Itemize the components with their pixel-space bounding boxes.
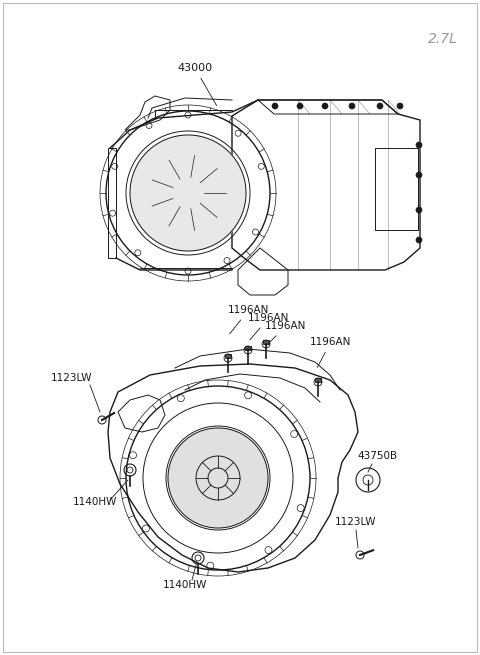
Text: 43000: 43000 xyxy=(178,63,216,105)
Text: 1196AN: 1196AN xyxy=(248,313,289,340)
Bar xyxy=(245,346,251,350)
Text: 1196AN: 1196AN xyxy=(265,321,306,346)
Circle shape xyxy=(377,103,383,109)
Polygon shape xyxy=(168,428,268,528)
Circle shape xyxy=(272,103,278,109)
Circle shape xyxy=(349,103,355,109)
Bar xyxy=(315,378,321,382)
Text: 43750B: 43750B xyxy=(358,451,398,461)
Text: 1140HW: 1140HW xyxy=(163,580,207,590)
Bar xyxy=(263,340,269,344)
Text: 1196AN: 1196AN xyxy=(310,337,351,367)
Polygon shape xyxy=(130,135,246,251)
Text: 2.7L: 2.7L xyxy=(428,32,458,46)
Text: 1123LW: 1123LW xyxy=(335,517,377,527)
Circle shape xyxy=(416,237,422,243)
Circle shape xyxy=(297,103,303,109)
Circle shape xyxy=(322,103,328,109)
Bar xyxy=(225,354,231,358)
Text: 1196AN: 1196AN xyxy=(228,305,269,334)
Circle shape xyxy=(416,207,422,213)
Text: 1123LW: 1123LW xyxy=(51,373,93,383)
Text: 1140HW: 1140HW xyxy=(73,497,117,507)
Circle shape xyxy=(397,103,403,109)
Circle shape xyxy=(416,142,422,148)
Circle shape xyxy=(416,172,422,178)
